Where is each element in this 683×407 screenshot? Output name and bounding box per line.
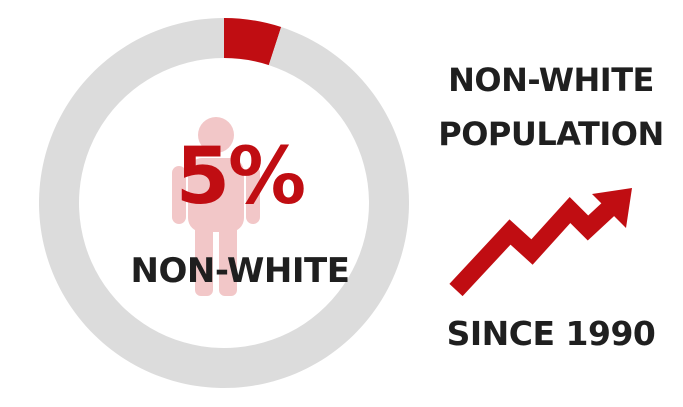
side-title-line-2: POPULATION <box>438 115 664 153</box>
side-title-line-1: NON-WHITE <box>448 61 654 99</box>
donut-category-label: NON-WHITE <box>130 251 350 291</box>
since-label: SINCE 1990 <box>446 314 656 353</box>
donut-slice-non-white <box>224 18 282 66</box>
upward-trend-arrow-icon <box>449 188 632 297</box>
person-silhouette-icon <box>172 117 260 296</box>
donut-slices <box>38 18 410 389</box>
donut-percent-label: 5% <box>175 132 306 222</box>
